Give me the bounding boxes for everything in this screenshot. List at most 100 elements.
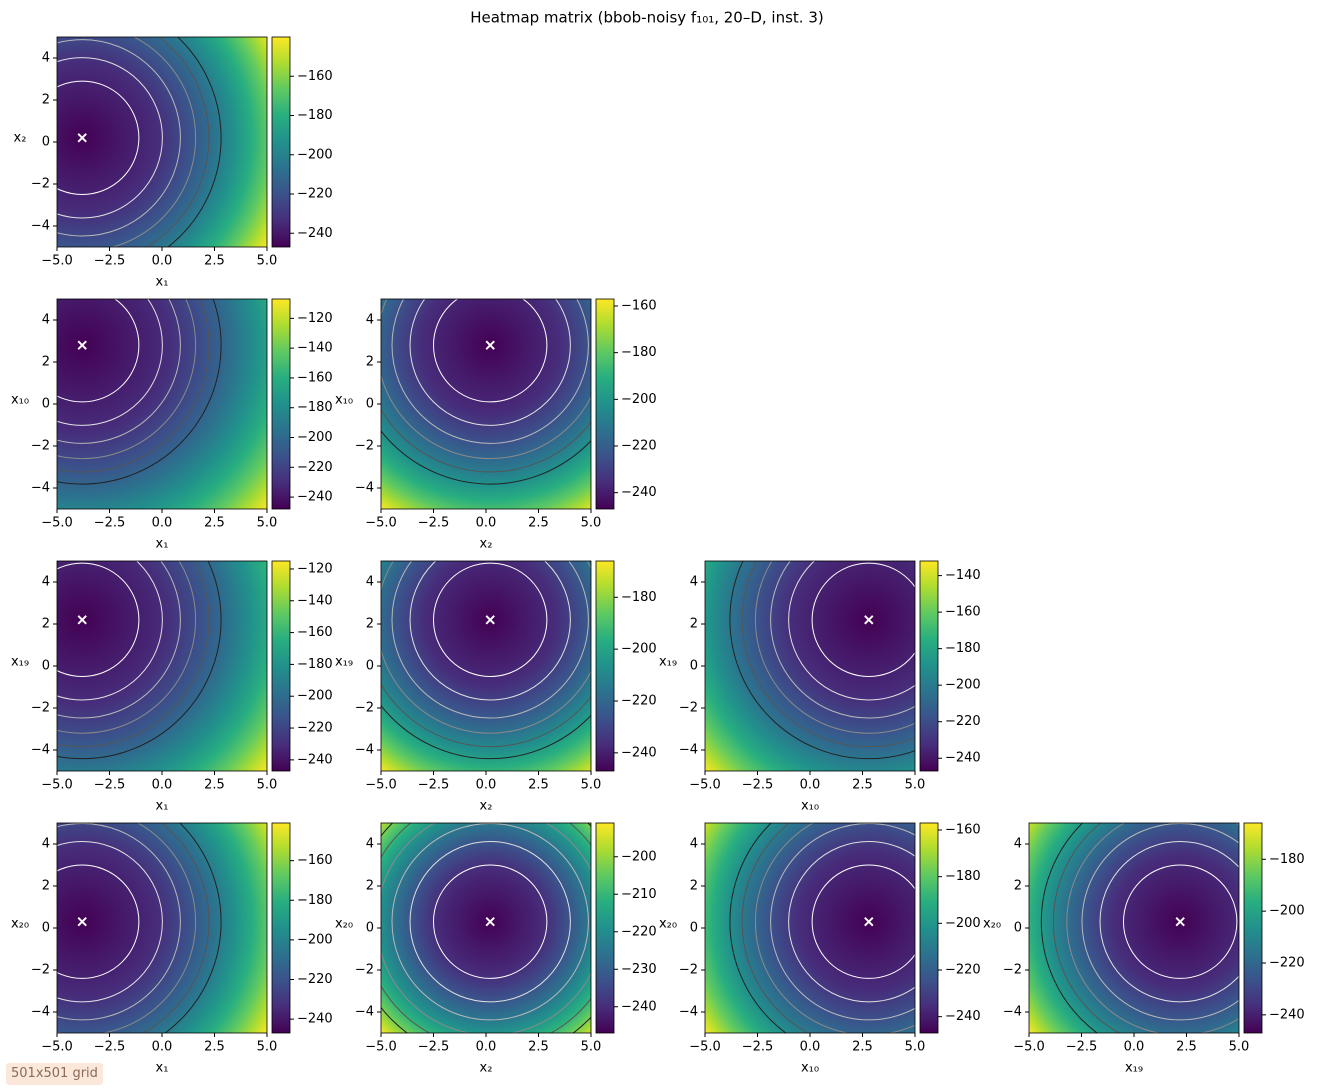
y-tick-label: 0 — [690, 659, 698, 674]
y-tick-label: −2 — [679, 701, 698, 716]
x-tick-label: −2.5 — [742, 778, 774, 793]
contour-line — [1040, 823, 1099, 1033]
contours — [381, 823, 591, 1033]
x-tick-label: 2.5 — [1176, 1040, 1197, 1055]
contour-line — [1052, 823, 1121, 1033]
optimum-marker — [864, 615, 874, 625]
contour-line — [433, 299, 548, 403]
y-tick-label: 4 — [1014, 837, 1022, 852]
x-tick-label: 5.0 — [257, 516, 278, 531]
colorbar-tick-label: −200 — [945, 916, 981, 931]
x-tick-label: 2.5 — [204, 1040, 225, 1055]
heatmap — [1029, 823, 1239, 1033]
contour-line — [381, 408, 591, 473]
y-tick-label: 4 — [366, 837, 374, 852]
y-tick-label: 0 — [42, 659, 50, 674]
colorbar-tick-label: −240 — [945, 1009, 981, 1024]
contour-line — [57, 841, 163, 1003]
y-axis-label: x₂ — [14, 131, 27, 146]
contours — [57, 299, 222, 485]
colorbar-tick-label: −160 — [297, 370, 333, 385]
contour-line — [110, 37, 197, 247]
contour-line — [811, 864, 915, 979]
colorbar-tick-label: −220 — [1269, 956, 1305, 971]
colorbar-tick-label: −200 — [945, 678, 981, 693]
heatmap — [57, 561, 267, 771]
y-tick-label: −4 — [31, 219, 50, 234]
x-axis-label: x₁ — [156, 537, 169, 552]
y-tick-label: −2 — [31, 963, 50, 978]
y-axis-label: x₂₀ — [11, 917, 29, 932]
contour-line — [729, 561, 915, 760]
x-tick-label: −2.5 — [1066, 1040, 1098, 1055]
contour-line — [1066, 823, 1239, 1033]
contour-line — [57, 823, 181, 1021]
contours — [729, 561, 915, 760]
x-tick-label: 5.0 — [905, 1040, 926, 1055]
x-tick-label: 5.0 — [257, 254, 278, 269]
x-tick-label: 2.5 — [528, 778, 549, 793]
contour-line — [770, 561, 915, 719]
colorbar — [595, 298, 615, 510]
x-tick-label: −5.0 — [1013, 1040, 1045, 1055]
y-tick-label: 2 — [690, 617, 698, 632]
x-tick-label: 0.0 — [1124, 1040, 1145, 1055]
x-tick-label: −2.5 — [94, 778, 126, 793]
contour-line — [391, 561, 589, 719]
colorbar-tick-label: −220 — [297, 187, 333, 202]
x-tick-label: −5.0 — [365, 778, 397, 793]
grid-note: 501x501 grid — [6, 1063, 103, 1085]
x-tick-label: −5.0 — [41, 516, 73, 531]
x-tick-label: −5.0 — [41, 778, 73, 793]
contour-line — [57, 561, 210, 748]
y-tick-label: −2 — [355, 439, 374, 454]
x-tick-label: 0.0 — [476, 778, 497, 793]
heatmap — [705, 823, 915, 1033]
colorbar-tick-label: −160 — [297, 853, 333, 868]
contour-line — [381, 683, 591, 748]
colorbar-tick-label: −180 — [297, 108, 333, 123]
x-tick-label: 0.0 — [476, 516, 497, 531]
colorbar-tick-label: −240 — [621, 745, 657, 760]
contour-line — [754, 561, 915, 734]
y-tick-label: −2 — [31, 701, 50, 716]
colorbar-tick-label: −140 — [297, 341, 333, 356]
y-tick-label: −2 — [31, 177, 50, 192]
contour-line — [57, 299, 197, 460]
x-tick-label: −5.0 — [365, 516, 397, 531]
heatmap — [705, 561, 915, 771]
colorbar-tick-label: −180 — [1269, 852, 1305, 867]
contours — [1040, 823, 1239, 1033]
contour-line — [57, 299, 140, 403]
x-tick-label: −2.5 — [418, 516, 450, 531]
colorbar-tick-label: −160 — [621, 299, 657, 314]
x-axis-label: x₁ — [156, 799, 169, 814]
colorbar-tick-label: −230 — [621, 962, 657, 977]
x-tick-label: 5.0 — [905, 778, 926, 793]
colorbar — [595, 560, 615, 772]
optimum-marker — [77, 916, 87, 927]
x-tick-label: 5.0 — [257, 778, 278, 793]
y-tick-label: 4 — [366, 313, 374, 328]
y-tick-label: −4 — [31, 481, 50, 496]
colorbar-tick-label: −220 — [621, 694, 657, 709]
colorbar-tick-label: −180 — [945, 641, 981, 656]
contour-line — [770, 823, 915, 1021]
colorbar-tick-label: −120 — [297, 311, 333, 326]
contour-line — [1099, 841, 1239, 1003]
y-tick-label: 0 — [1014, 921, 1022, 936]
x-tick-label: −5.0 — [365, 1040, 397, 1055]
contour-line — [381, 704, 591, 760]
contour-line — [754, 823, 915, 1033]
contour-line — [57, 80, 140, 195]
contour-line — [141, 823, 210, 1033]
colorbar-tick-label: −220 — [621, 439, 657, 454]
contour-line — [811, 562, 915, 677]
optimum-marker — [77, 133, 87, 143]
colorbar-tick-label: −200 — [1269, 904, 1305, 919]
x-axis-label: x₁ — [156, 275, 169, 290]
colorbar-tick-label: −180 — [945, 869, 981, 884]
y-tick-label: 2 — [366, 617, 374, 632]
contour-line — [433, 864, 548, 979]
